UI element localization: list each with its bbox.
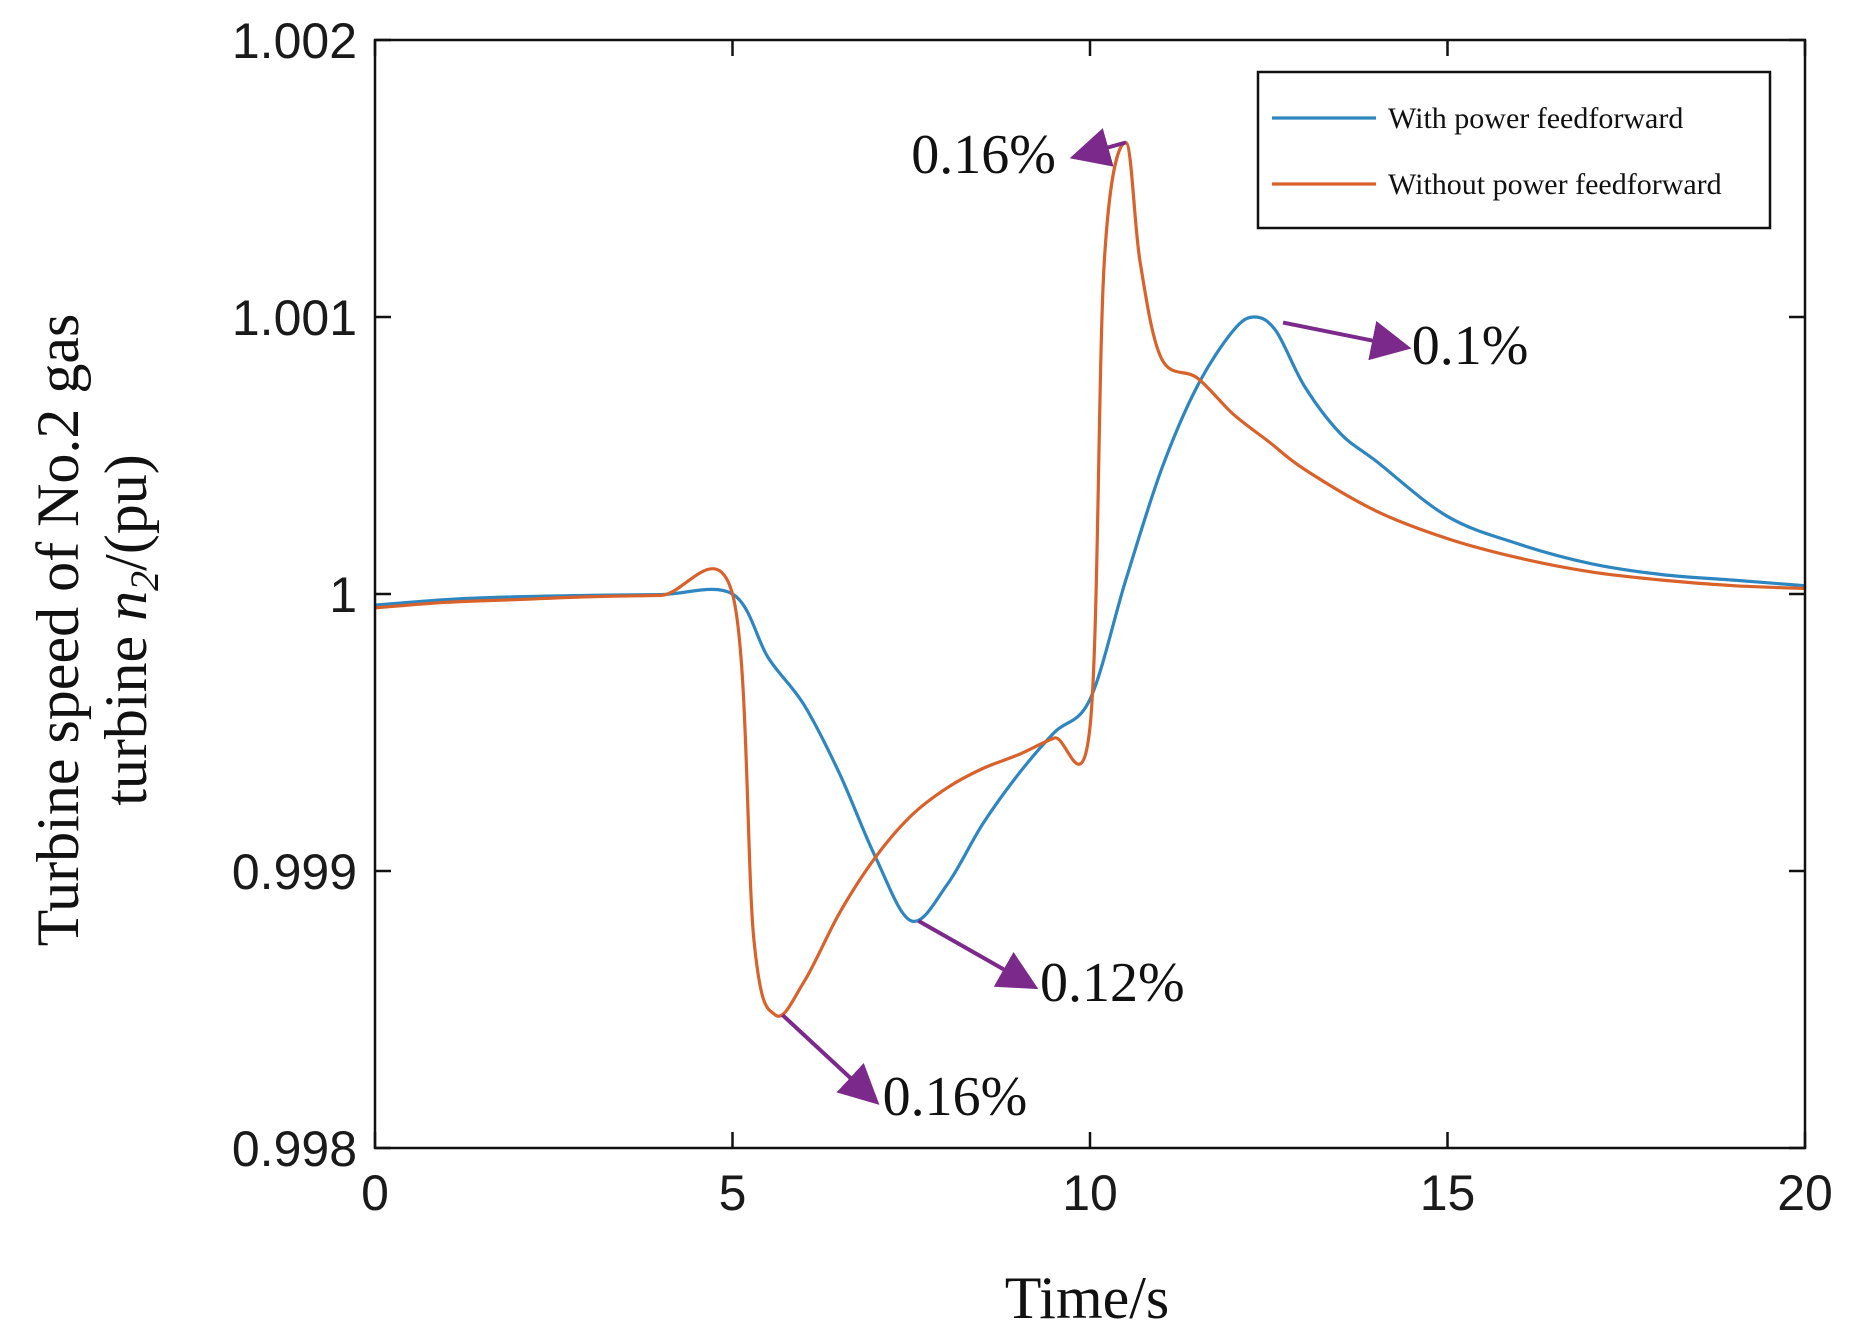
- annotation-label: 0.12%: [1040, 952, 1185, 1014]
- x-tick-label: 20: [1777, 1165, 1833, 1221]
- y-axis-title: Turbine speed of No.2 gas turbine n2/(pu…: [25, 314, 167, 947]
- y-axis-title-subscript: 2: [122, 571, 167, 591]
- legend-label: Without power feedforward: [1388, 168, 1722, 201]
- y-axis-title-line2: turbine n2/(pu): [93, 454, 167, 806]
- y-tick-label: 1.001: [232, 290, 357, 346]
- x-tick-label: 15: [1420, 1165, 1476, 1221]
- y-tick-label: 1.002: [232, 13, 357, 69]
- legend-label: With power feedforward: [1388, 102, 1683, 135]
- y-axis-title-suffix: /(pu): [93, 454, 159, 571]
- y-axis-title-prefix: turbine: [93, 621, 159, 806]
- x-tick-label: 5: [719, 1165, 747, 1221]
- y-tick-label: 0.999: [232, 844, 357, 900]
- annotation-arrow: [781, 1013, 880, 1105]
- x-tick-label: 10: [1062, 1165, 1118, 1221]
- x-axis-title: Time/s: [1005, 1265, 1170, 1331]
- annotation-label: 0.16%: [911, 124, 1056, 186]
- x-tick-label: 0: [361, 1165, 389, 1221]
- series-line-without-feedforward: [374, 140, 1806, 1018]
- y-tick-label: 1: [329, 567, 357, 623]
- legend-box: [1256, 70, 1772, 230]
- annotation-arrow: [1282, 320, 1412, 361]
- y-axis-title-line1: Turbine speed of No.2 gas: [25, 314, 91, 947]
- annotation-arrow: [1069, 128, 1127, 167]
- y-axis-title-variable: n: [93, 591, 159, 621]
- y-tick-label: 0.998: [232, 1121, 357, 1177]
- annotation-label: 0.16%: [883, 1066, 1028, 1128]
- annotation-arrow: [917, 919, 1039, 990]
- annotation-label: 0.1%: [1412, 315, 1529, 377]
